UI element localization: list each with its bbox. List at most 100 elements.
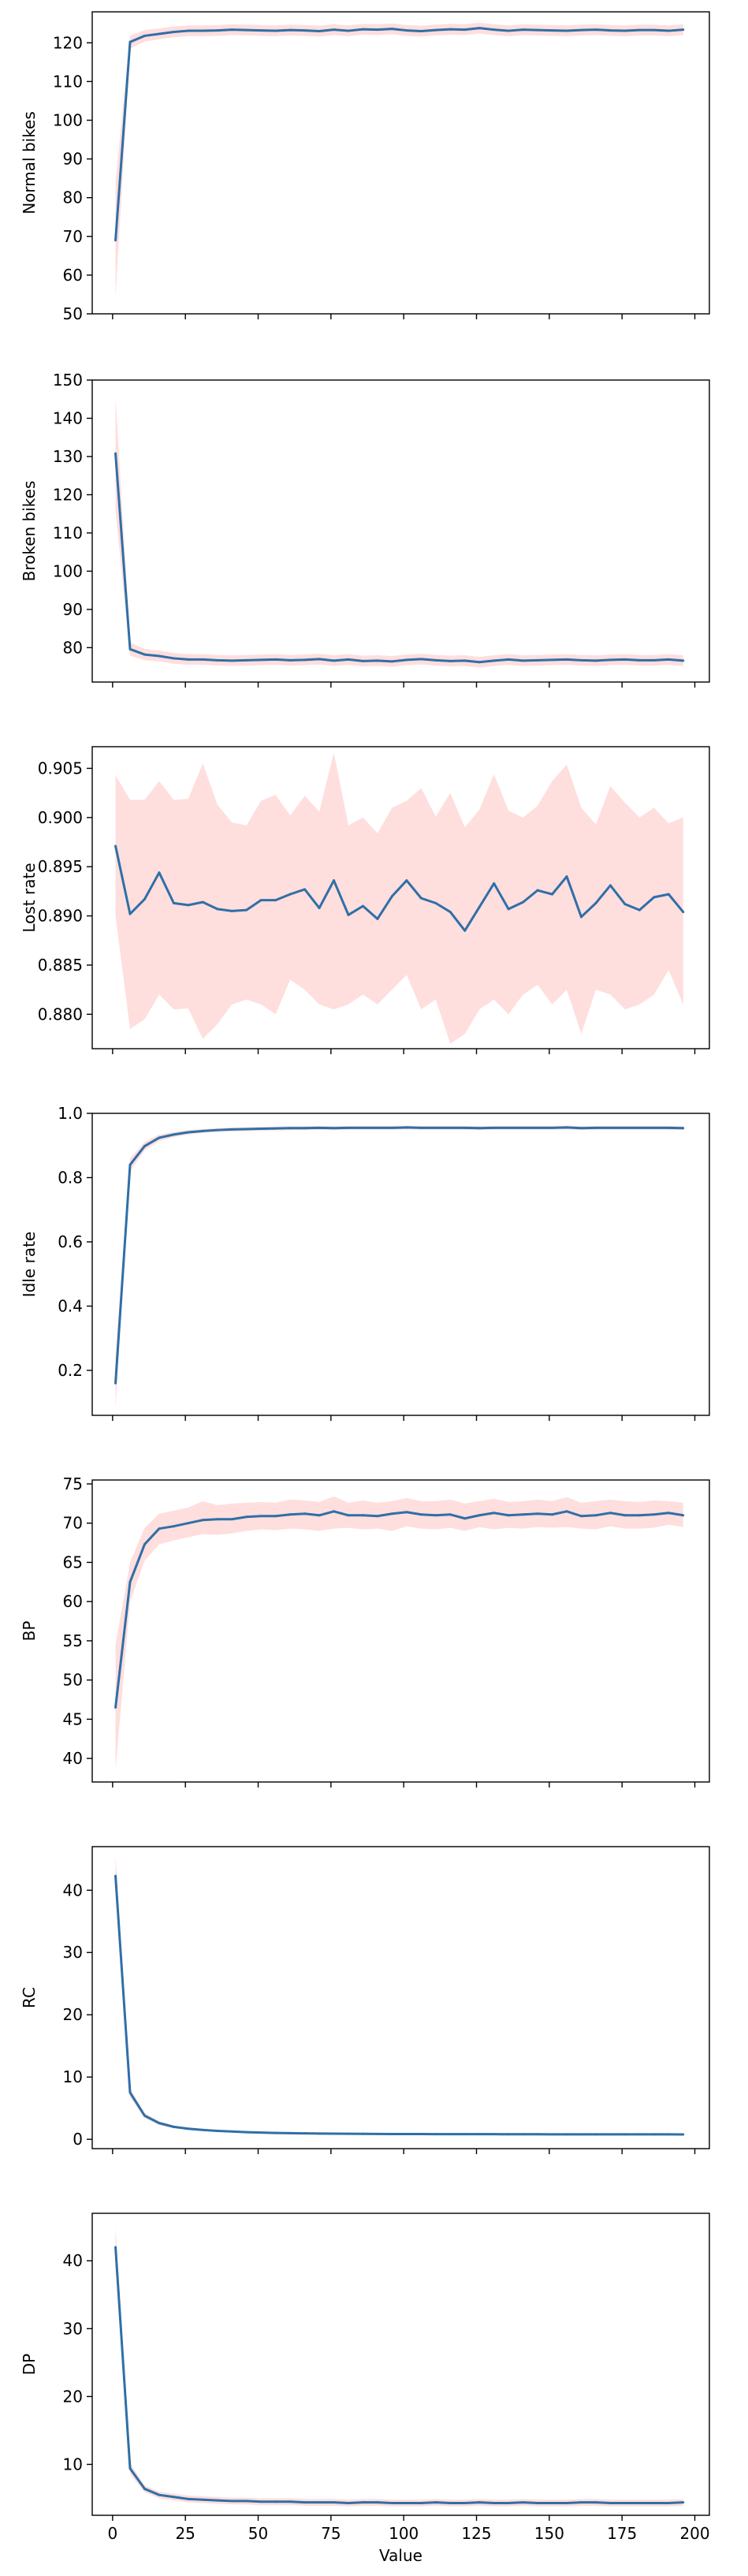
data-point: [565, 2502, 568, 2505]
data-point: [143, 34, 146, 37]
data-point: [303, 2132, 307, 2135]
data-point: [507, 1514, 510, 1517]
data-point: [245, 2500, 248, 2503]
data-point: [608, 1512, 612, 1515]
data-point: [623, 29, 627, 32]
data-point: [274, 2131, 277, 2134]
data-point: [259, 29, 262, 32]
data-point: [376, 1126, 379, 1129]
data-point: [318, 30, 321, 33]
data-point: [565, 29, 568, 32]
data-point: [405, 1126, 408, 1129]
data-point: [216, 2499, 219, 2502]
y-tick-label: 60: [63, 266, 83, 285]
data-point: [128, 1163, 132, 1166]
data-point: [551, 893, 554, 896]
data-point: [682, 911, 685, 914]
data-point: [361, 2132, 364, 2135]
data-point: [638, 658, 641, 662]
data-point: [259, 1515, 262, 1518]
data-point: [216, 1128, 219, 1131]
data-point: [143, 2114, 146, 2117]
data-point: [230, 1518, 233, 1521]
x-tick-label: 25: [175, 2524, 195, 2543]
data-point: [347, 2132, 350, 2135]
data-point: [259, 899, 262, 902]
data-point: [333, 28, 336, 32]
data-point: [594, 1514, 597, 1517]
data-point: [347, 29, 350, 32]
data-point: [390, 28, 393, 31]
data-point: [478, 27, 481, 30]
y-tick-label: 0.890: [38, 907, 83, 926]
data-point: [303, 658, 307, 662]
data-point: [623, 658, 627, 661]
data-point: [653, 28, 656, 32]
data-point: [434, 2501, 437, 2504]
data-point: [245, 658, 248, 662]
y-tick-label: 130: [53, 447, 83, 466]
confidence-band: [115, 2227, 683, 2507]
data-point: [507, 2502, 510, 2505]
data-point: [216, 908, 219, 911]
subplot-6: 0 10 20 30 40 RC: [20, 1846, 710, 2154]
data-point: [463, 929, 467, 932]
x-tick-label: 50: [248, 2524, 268, 2543]
data-point: [682, 2133, 685, 2136]
data-point: [187, 2127, 190, 2131]
y-tick-label: 70: [63, 1514, 83, 1533]
data-point: [318, 907, 321, 910]
data-point: [682, 2501, 685, 2504]
data-point: [536, 1512, 539, 1515]
data-point: [128, 40, 132, 43]
confidence-band: [115, 396, 683, 668]
mean-line: [114, 453, 683, 664]
data-point: [128, 2091, 132, 2094]
data-point: [172, 31, 175, 34]
data-point: [579, 658, 582, 662]
data-point: [158, 32, 161, 35]
data-point: [536, 889, 539, 892]
data-point: [551, 658, 554, 662]
data-point: [493, 1126, 496, 1129]
data-point: [667, 1126, 670, 1129]
data-point: [143, 1145, 146, 1148]
data-point: [361, 659, 364, 662]
data-point: [638, 28, 641, 32]
y-axis-label: Broken bikes: [20, 481, 39, 582]
data-point: [522, 1513, 525, 1516]
data-point: [172, 657, 175, 660]
data-point: [318, 1514, 321, 1517]
plot-frame: [91, 379, 710, 683]
data-point: [128, 647, 132, 651]
subplot-1: 50 60 70 80 90 100 110 120 Normal bikes: [20, 11, 710, 323]
data-point: [653, 896, 656, 899]
y-axis-label: Lost rate: [20, 863, 39, 932]
y-tick-label: 1.0: [58, 1104, 83, 1123]
data-point: [390, 1512, 393, 1515]
data-point: [347, 1126, 350, 1129]
data-point: [478, 661, 481, 664]
data-point: [448, 659, 452, 662]
y-axis-label: DP: [20, 2354, 39, 2375]
y-tick-label: 65: [63, 1553, 83, 1571]
data-point: [434, 2133, 437, 2136]
data-point: [682, 1127, 685, 1130]
subplot-7: 10 20 30 40 0 25 50 75 100 125 150 175 200 DP Value: [20, 2213, 710, 2565]
data-point: [434, 901, 437, 904]
data-point: [507, 29, 510, 32]
data-point: [653, 1126, 656, 1129]
y-tick-label: 40: [63, 1749, 83, 1768]
data-point: [274, 1127, 277, 1130]
data-point: [682, 28, 685, 32]
data-point: [333, 2132, 336, 2135]
y-tick-label: 0.4: [58, 1296, 83, 1315]
y-tick-label: 110: [53, 524, 83, 542]
data-point: [201, 1129, 204, 1132]
data-point: [158, 871, 161, 874]
data-point: [419, 658, 422, 661]
data-point: [579, 2501, 582, 2504]
data-point: [361, 1126, 364, 1129]
data-point: [230, 2130, 233, 2133]
